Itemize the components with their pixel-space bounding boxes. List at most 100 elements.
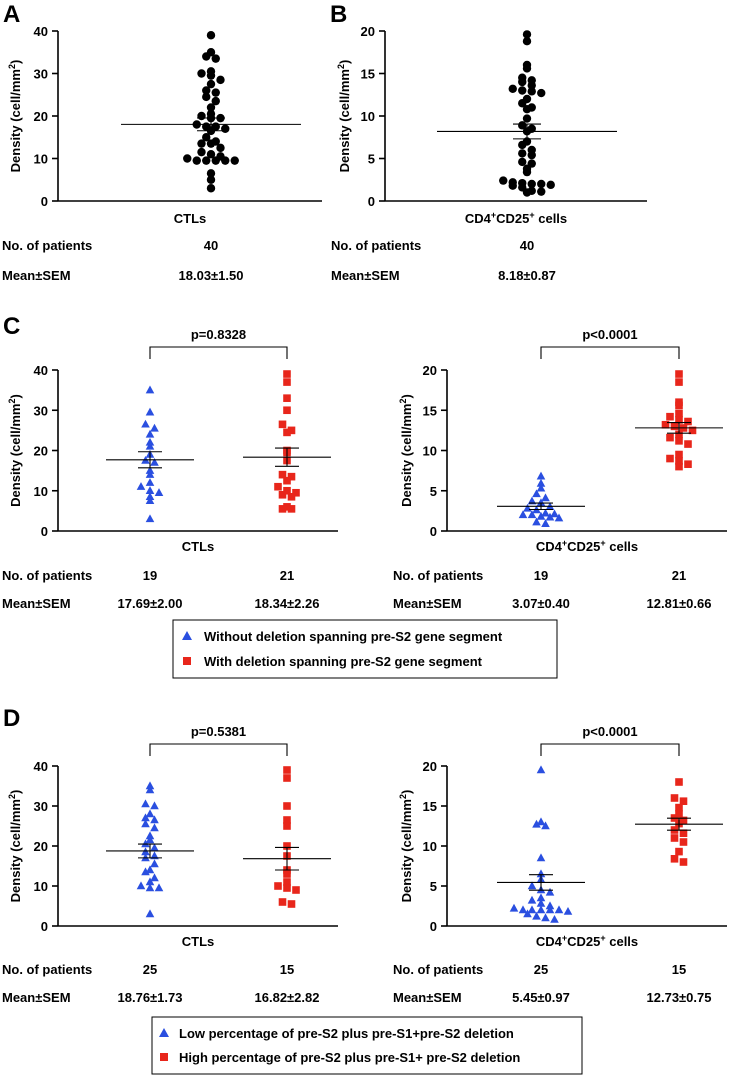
panel-letter-a: A — [3, 1, 20, 28]
data-point-triangle — [150, 815, 159, 824]
legend-triangle-marker — [182, 631, 192, 640]
legend-c-item-without: Without deletion spanning pre-S2 gene se… — [204, 629, 503, 644]
data-point-triangle — [141, 867, 150, 876]
data-point-circle — [518, 99, 527, 108]
stat-n: 21 — [672, 568, 686, 583]
y-tick-label: 0 — [430, 524, 437, 539]
y-tick-label: 20 — [423, 759, 437, 774]
data-point-square — [283, 802, 291, 810]
x-axis-label: CTLs — [182, 539, 215, 554]
data-point-circle — [202, 156, 211, 165]
data-point-square — [675, 810, 683, 818]
stats-c-right: No. of patients Mean±SEM 19 3.07±0.40 21… — [393, 568, 711, 611]
y-axis-title: Density (cell/mm2) — [7, 60, 23, 173]
data-point-triangle — [141, 819, 150, 828]
data-point-square — [675, 370, 683, 378]
y-tick-label: 5 — [430, 484, 437, 499]
data-point-square — [283, 428, 291, 437]
data-point-square — [675, 778, 683, 786]
data-point-circle — [197, 139, 206, 148]
data-point-triangle — [545, 887, 555, 896]
data-point-square — [675, 437, 683, 445]
stat-mean-sem: 8.18±0.87 — [498, 268, 556, 283]
data-point-triangle — [563, 907, 573, 915]
data-point-circle — [518, 140, 527, 150]
stat-mean-sem: 12.81±0.66 — [647, 596, 712, 611]
data-point-triangle — [536, 905, 546, 914]
stat-label-patients: No. of patients — [2, 238, 92, 253]
stat-label-mean: Mean±SEM — [393, 990, 462, 1005]
data-point-circle — [206, 71, 216, 80]
y-tick-label: 30 — [34, 403, 48, 418]
data-point-square — [283, 884, 291, 892]
data-point-square — [283, 870, 291, 878]
data-point-triangle — [550, 509, 559, 518]
y-axis-title: Density (cell/mm2) — [336, 60, 352, 173]
y-tick-label: 0 — [41, 919, 48, 934]
legend-d-item-high: High percentage of pre-S2 plus pre-S1+ p… — [179, 1050, 520, 1065]
data-point-triangle — [141, 419, 150, 428]
legend-d: Low percentage of pre-S2 plus pre-S1+pre… — [151, 1016, 583, 1075]
data-point-circle — [537, 179, 546, 189]
stat-mean-sem: 3.07±0.40 — [512, 596, 570, 611]
data-point-square — [287, 472, 296, 481]
panel-letter-b: B — [330, 1, 347, 28]
stats-d-right: No. of patients Mean±SEM 25 5.45±0.97 15… — [393, 962, 711, 1005]
data-point-circle — [522, 105, 532, 114]
y-axis-title: Density (cell/mm2) — [7, 790, 23, 903]
data-point-triangle — [145, 909, 155, 918]
y-tick-label: 15 — [423, 799, 437, 814]
data-point-circle — [527, 87, 536, 96]
data-point-square — [675, 416, 683, 424]
data-point-circle — [522, 114, 532, 123]
legend-triangle-marker — [159, 1028, 169, 1037]
data-point-circle — [206, 103, 216, 112]
y-tick-label: 10 — [361, 109, 375, 124]
y-tick-label: 40 — [34, 363, 48, 378]
y-tick-label: 10 — [34, 879, 48, 894]
data-point-circle — [527, 179, 536, 189]
data-point-square — [278, 490, 287, 499]
data-point-circle — [202, 86, 211, 95]
data-point-square — [283, 822, 291, 830]
data-point-triangle — [145, 865, 155, 874]
data-point-triangle — [532, 489, 541, 498]
data-point-triangle — [150, 843, 159, 852]
y-tick-label: 15 — [423, 403, 437, 418]
chart-d-cd4cd25: 0 5 10 15 20 Density (cell/mm2) CD4+CD25+ cell… — [398, 724, 727, 949]
data-point-circle — [206, 79, 216, 89]
data-point-triangle — [518, 510, 528, 519]
data-point-triangle — [527, 510, 537, 519]
x-axis-label: CTLs — [182, 934, 215, 949]
data-point-triangle — [154, 883, 164, 892]
data-point-circle — [206, 150, 216, 159]
stat-mean-sem: 18.34±2.26 — [255, 596, 320, 611]
y-tick-label: 0 — [430, 919, 437, 934]
data-point-square — [666, 433, 674, 442]
data-point-circle — [230, 156, 239, 165]
data-point-circle — [202, 52, 211, 61]
y-tick-label: 10 — [423, 839, 437, 854]
data-point-triangle — [536, 853, 546, 862]
y-tick-label: 10 — [34, 484, 48, 499]
stat-mean-sem: 17.69±2.00 — [118, 596, 183, 611]
data-point-triangle — [145, 781, 155, 790]
data-point-triangle — [541, 913, 550, 922]
p-value-label: p<0.0001 — [582, 327, 637, 342]
stat-label-patients: No. of patients — [393, 962, 483, 977]
data-point-triangle — [145, 831, 155, 840]
data-point-square — [679, 797, 688, 805]
stat-mean-sem: 12.73±0.75 — [647, 990, 712, 1005]
data-point-square — [670, 834, 679, 842]
data-point-triangle — [536, 869, 546, 878]
data-point-triangle — [150, 801, 159, 810]
data-point-triangle — [145, 407, 155, 416]
y-tick-label: 20 — [361, 24, 375, 39]
data-point-triangle — [145, 470, 155, 478]
stat-label-mean: Mean±SEM — [393, 596, 462, 611]
data-point-square — [283, 816, 291, 824]
data-point-square — [684, 440, 692, 448]
data-point-triangle — [536, 478, 546, 487]
data-point-square — [292, 886, 300, 894]
data-point-triangle — [145, 492, 155, 500]
